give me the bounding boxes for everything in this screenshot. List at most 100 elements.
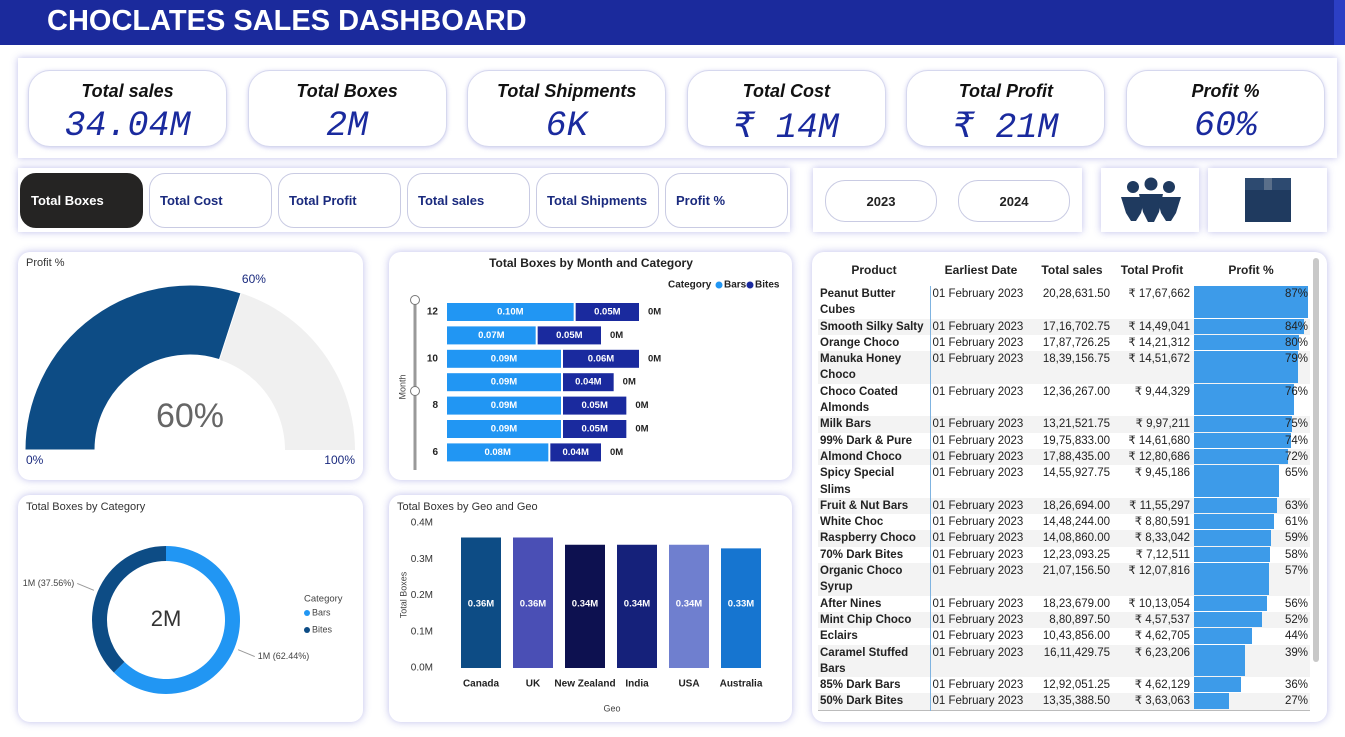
kpi-label: Total sales (81, 81, 174, 101)
table-cell: ₹ 4,57,537 (1112, 611, 1192, 629)
pct-label: 87% (1284, 288, 1308, 300)
pct-cell: 59% (1192, 530, 1310, 547)
kpi-label: Total Profit (958, 81, 1054, 101)
pct-cell: 27% (1192, 693, 1310, 711)
table-cell: 01 February 2023 (930, 351, 1032, 384)
table-cell: Spicy Special Slims (818, 465, 931, 498)
table-cell: ₹ 11,55,297 (1112, 497, 1192, 515)
table-cell: Almond Choco (818, 448, 931, 466)
kpi-card: Total Cost ₹ 14M (686, 70, 886, 148)
month-chart-card (389, 252, 792, 480)
table-cell: 01 February 2023 (930, 611, 1032, 629)
pct-cell: 56% (1192, 595, 1310, 612)
pct-cell: 39% (1192, 644, 1310, 678)
pct-label: 84% (1284, 320, 1308, 333)
table-row: Smooth Silky Salty 01 February 2023 17,16,… (818, 318, 1310, 335)
measure-button[interactable]: Total Profit (278, 173, 401, 228)
table-cell: ₹ 7,12,511 (1135, 548, 1190, 561)
kpi-card: Total Boxes 2M (247, 70, 447, 147)
measure-button[interactable]: Total Cost (149, 173, 272, 228)
kpi-value: 34.04M (64, 106, 191, 146)
data-bar (1194, 530, 1272, 546)
table-cell: 16,11,429.75 (1032, 644, 1112, 678)
measure-button[interactable]: Total Shipments (536, 173, 659, 228)
total-cell: 3,40,42,511.25 (1032, 709, 1112, 714)
table-cell: ₹ 9,45,186 (1134, 467, 1190, 480)
kpi-label: Total Cost (742, 81, 830, 101)
data-bar (1194, 448, 1289, 465)
measure-button[interactable]: Total Boxes (20, 173, 143, 228)
measure-button[interactable]: Profit % (665, 173, 788, 228)
pct-label: 59% (1284, 532, 1308, 545)
data-bar (1194, 546, 1270, 563)
table-cell: Caramel Stuffed Bars (818, 644, 931, 678)
table-cell: 01 February 2023 (932, 548, 1024, 561)
table-cell: 01 February 2023 (932, 679, 1024, 692)
kpi-card: Total sales 34.04M (28, 70, 227, 147)
data-bar (1194, 563, 1269, 595)
kpi-panel (18, 58, 1337, 158)
table-cell: 8,80,897.50 (1032, 611, 1112, 629)
kpi-value: ₹ 14M (733, 108, 839, 148)
pct-label: 27% (1284, 695, 1308, 708)
table-cell: ₹ 9,97,211 (1112, 416, 1192, 433)
table-cell: Eclairs (818, 628, 931, 645)
pct-cell: 80% (1192, 334, 1310, 351)
table-cell: 01 February 2023 (932, 288, 1024, 300)
table-cell: ₹ 12,07,816 (1112, 563, 1192, 596)
pct-cell: 79% (1192, 351, 1310, 384)
table-cell: After Nines (818, 595, 931, 612)
data-bar (1194, 416, 1293, 432)
header-bar: CHOCLATES SALES DASHBOARD (0, 0, 1345, 45)
pct-label: 36% (1284, 679, 1308, 692)
table-row: Mint Chip Choco 01 February 2023 8,80,897.… (818, 611, 1310, 629)
pct-cell: 76% (1192, 383, 1310, 417)
pct-cell: 52% (1192, 611, 1310, 629)
table-row: After Nines 01 February 2023 18,23,679.00 ₹… (818, 595, 1310, 612)
table-cell: Peanut Butter Cubes (818, 286, 931, 319)
table-cell: Mint Chip Choco (818, 611, 931, 629)
data-bar (1194, 465, 1280, 497)
table-cell: ₹ 6,23,206 (1112, 644, 1192, 678)
table-cell: ₹ 12,80,686 (1112, 448, 1192, 466)
pct-label: 79% (1284, 353, 1308, 366)
kpi-value: ₹ 21M (953, 108, 1059, 148)
pct-label: 72% (1284, 450, 1308, 463)
table-cell: Fruit & Nut Bars (818, 497, 931, 515)
pct-label: 56% (1284, 597, 1308, 610)
table-row: Fruit & Nut Bars 01 February 2023 18,26,69… (818, 497, 1310, 515)
data-bar (1194, 693, 1230, 709)
year-button[interactable]: 2023 (825, 180, 937, 222)
table-cell: 01 February 2023 (932, 385, 1024, 398)
table-row: Spicy Special Slims 01 February 2023 14,55… (818, 465, 1310, 498)
table-row: 99% Dark & Pure 01 February 2023 19,75,833… (818, 432, 1310, 449)
table-cell: ₹ 17,67,662 (1128, 288, 1190, 300)
kpi-value: 2M (326, 106, 369, 146)
table-cell: 01 February 2023 (930, 693, 1032, 711)
kpi-label: Total Boxes (296, 81, 398, 101)
table-cell: 18,26,694.00 (1032, 497, 1112, 515)
pct-cell: 63% (1192, 497, 1310, 515)
pct-cell: 44% (1192, 628, 1310, 644)
table-cell: 10,43,856.00 (1042, 630, 1110, 643)
table-cell: ₹ 4,62,705 (1134, 630, 1190, 643)
table-cell: 17,87,726.25 (1042, 336, 1110, 349)
pct-label: 63% (1284, 499, 1308, 512)
table-row: 50% Dark Bites 01 February 2023 13,35,388.… (818, 693, 1310, 711)
table-cell: 18,39,156.75 (1032, 351, 1112, 384)
measure-button[interactable]: Total sales (407, 173, 530, 228)
pct-label: 74% (1284, 434, 1308, 447)
table-row: White Choc 01 February 2023 14,48,244.00 ₹ … (818, 514, 1310, 531)
kpi-card: Profit % 60% (1126, 70, 1325, 147)
table-cell: 01 February 2023 (930, 318, 1032, 335)
data-bar (1194, 334, 1299, 351)
year-button[interactable]: 2024 (958, 180, 1070, 222)
table-cell: Raspberry Choco (818, 530, 931, 547)
data-bar (1194, 286, 1308, 318)
pct-cell: 74% (1192, 432, 1310, 449)
table-cell: 12,36,267.00 (1042, 385, 1110, 398)
table-cell: ₹ 14,51,672 (1112, 351, 1192, 384)
table-cell: White Choc (818, 514, 931, 531)
total-cell: 01 February 2023 (930, 709, 1032, 714)
pct-label: 65% (1284, 467, 1308, 480)
